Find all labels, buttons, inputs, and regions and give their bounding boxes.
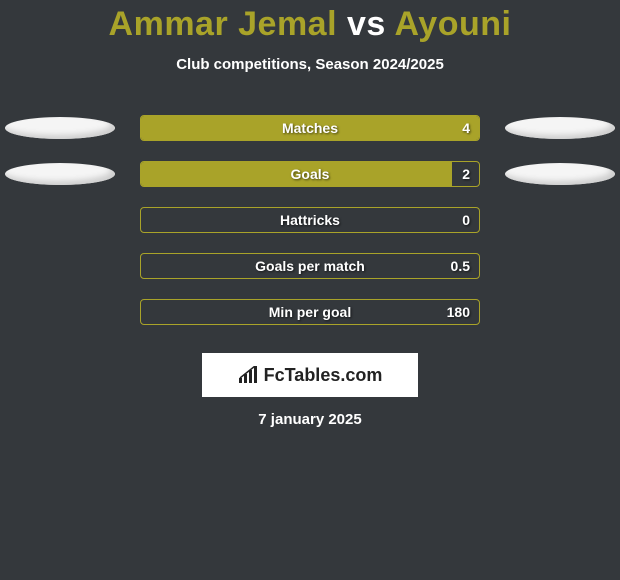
stat-bar [140, 161, 480, 187]
bars-icon [238, 366, 260, 384]
subtitle: Club competitions, Season 2024/2025 [0, 56, 620, 73]
right-ellipse [505, 117, 615, 139]
stat-rows: Matches4Goals2Hattricks0Goals per match0… [0, 115, 620, 345]
title: Ammar Jemal vs Ayouni [0, 5, 620, 44]
left-ellipse [5, 117, 115, 139]
stat-row: Goals per match0.5 [0, 253, 620, 299]
logo: FcTables.com [238, 365, 383, 386]
logo-box: FcTables.com [202, 353, 418, 397]
stat-bar [140, 207, 480, 233]
left-ellipse [5, 163, 115, 185]
logo-text: FcTables.com [264, 365, 383, 386]
player2-name: Ayouni [395, 5, 512, 43]
stat-row: Min per goal180 [0, 299, 620, 345]
stat-bar [140, 299, 480, 325]
date: 7 january 2025 [0, 411, 620, 428]
right-ellipse [505, 163, 615, 185]
stat-row: Hattricks0 [0, 207, 620, 253]
comparison-widget: Ammar Jemal vs Ayouni Club competitions,… [0, 0, 620, 428]
stat-row: Matches4 [0, 115, 620, 161]
vs-text: vs [347, 5, 386, 43]
stat-bar-fill [141, 116, 479, 140]
player1-name: Ammar Jemal [109, 5, 338, 43]
stat-row: Goals2 [0, 161, 620, 207]
stat-bar-fill [141, 162, 452, 186]
stat-bar [140, 253, 480, 279]
stat-bar [140, 115, 480, 141]
